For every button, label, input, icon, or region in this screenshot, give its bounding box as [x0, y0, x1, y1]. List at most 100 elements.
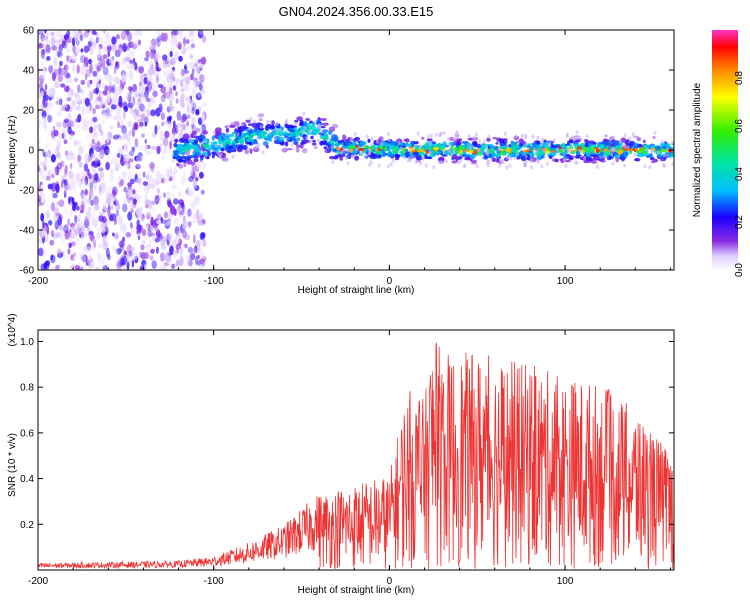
spectrogram-band-cell	[666, 152, 672, 155]
spectrogram-band-cell	[225, 146, 232, 153]
spectrogram-noise-cell	[52, 234, 55, 240]
spectrogram-band-cell	[491, 157, 496, 163]
spectrogram-noise-cell	[140, 244, 145, 251]
spectrogram-noise-cell	[108, 58, 112, 64]
spectrogram-noise-cell	[54, 165, 60, 176]
spectrogram-noise-cell	[302, 111, 306, 116]
spectrogram-noise-cell	[128, 64, 134, 70]
spectrogram-noise-cell	[185, 62, 189, 68]
spectrogram-noise-cell	[119, 179, 125, 186]
spectrogram-noise-cell	[79, 252, 84, 257]
spectrogram-noise-cell	[115, 113, 122, 122]
spectrogram-band-cell	[489, 149, 494, 155]
spectrogram-band-cell	[584, 140, 591, 144]
y-tick-label: -40	[20, 226, 35, 237]
spectrogram-noise-cell	[89, 46, 94, 56]
spectrogram-noise-cell	[94, 99, 98, 106]
spectrogram-noise-cell	[62, 119, 68, 129]
spectrogram-band-cell	[472, 140, 478, 146]
spectrogram-noise-cell	[90, 153, 95, 159]
spectrogram-band-cell	[564, 159, 571, 163]
spectrogram-noise-cell	[266, 119, 270, 124]
spectrogram-noise-cell	[101, 259, 106, 268]
spectrogram-noise-cell	[175, 243, 181, 250]
spectrogram-noise-cell	[126, 140, 133, 148]
spectrogram-noise-cell	[110, 104, 117, 110]
spectrogram-noise-cell	[171, 184, 177, 190]
spectrogram-noise-cell	[154, 237, 160, 243]
spectrogram-noise-cell	[167, 83, 173, 88]
spectrogram-noise-cell	[45, 175, 51, 181]
spectrogram-noise-cell	[48, 101, 54, 109]
spectrogram-noise-cell	[95, 104, 101, 110]
spectrogram-band-cell	[199, 134, 206, 140]
spectrogram-noise-cell	[276, 122, 279, 126]
spectrogram-noise-cell	[110, 86, 116, 93]
spectrogram-noise-cell	[80, 88, 84, 95]
spectrogram-band-cell	[225, 127, 230, 133]
spectrogram-noise-cell	[320, 129, 324, 134]
spectrogram-noise-cell	[125, 30, 130, 36]
spectrogram-noise-cell	[166, 106, 171, 113]
spectrogram-noise-cell	[96, 232, 100, 239]
spectrogram-noise-cell	[72, 225, 76, 232]
spectrogram-noise-cell	[38, 196, 42, 203]
spectrogram-noise-cell	[217, 151, 220, 156]
spectrogram-noise-cell	[137, 145, 143, 152]
spectrogram-noise-cell	[253, 145, 257, 150]
spectrogram-noise-cell	[52, 193, 58, 199]
spectrogram-noise-cell	[185, 97, 192, 102]
spectrogram-band-cell	[449, 136, 455, 142]
spectrogram-noise-cell	[106, 134, 110, 144]
spectrogram-noise-cell	[138, 206, 143, 216]
y-tick-label: 0.2	[20, 520, 34, 531]
spectrogram-noise-cell	[130, 222, 133, 229]
spectrogram-noise-cell	[168, 233, 173, 243]
spectrogram-noise-cell	[118, 216, 123, 226]
spectrogram-noise-cell	[136, 163, 141, 168]
spectrogram-noise-cell	[439, 132, 443, 136]
spectrogram-noise-cell	[64, 208, 69, 215]
spectrogram-noise-cell	[49, 239, 55, 246]
snr-series	[38, 342, 674, 570]
spectrogram-noise-cell	[47, 109, 50, 118]
spectrogram-noise-cell	[111, 205, 114, 210]
spectrogram-band-cell	[202, 130, 208, 135]
spectrogram-noise-cell	[149, 162, 155, 170]
spectrogram-band-cell	[550, 150, 556, 153]
spectrogram-band-cell	[590, 154, 597, 157]
spectrogram-noise-cell	[317, 123, 321, 128]
spectrogram-noise-cell	[101, 102, 107, 109]
spectrogram-noise-cell	[112, 134, 119, 140]
spectrogram-noise-cell	[81, 194, 87, 202]
spectrogram-noise-cell	[69, 196, 73, 202]
spectrogram-noise-cell	[132, 246, 136, 251]
spectrogram-noise-cell	[77, 218, 80, 223]
spectrogram-noise-cell	[146, 97, 151, 103]
spectrogram-noise-cell	[63, 179, 68, 187]
spectrogram-noise-cell	[158, 265, 165, 270]
spectrogram-band-cell	[173, 142, 178, 148]
spectrogram-noise-cell	[140, 216, 145, 222]
spectrogram-noise-cell	[40, 60, 44, 69]
spectrogram-noise-cell	[172, 170, 176, 181]
spectrogram-noise-cell	[572, 154, 576, 159]
spectrogram-noise-cell	[220, 142, 224, 147]
spectrogram-noise-cell	[120, 119, 124, 129]
spectrogram-noise-cell	[72, 44, 76, 54]
spectrogram-noise-cell	[174, 37, 178, 42]
spectrogram-noise-cell	[225, 132, 229, 137]
spectrogram-noise-cell	[151, 44, 157, 51]
spectrogram-noise-cell	[85, 210, 92, 216]
spectrogram-noise-cell	[126, 95, 131, 102]
spectrogram-noise-cell	[50, 182, 57, 192]
spectrogram-noise-cell	[69, 209, 73, 218]
spectrogram-noise-cell	[195, 66, 200, 72]
spectrogram-noise-cell	[347, 148, 350, 153]
spectrogram-noise-cell	[96, 64, 100, 73]
spectrogram-noise-cell	[39, 31, 45, 37]
spectrogram-noise-cell	[236, 132, 240, 137]
spectrogram-noise-cell	[202, 35, 207, 43]
spectrogram-noise-cell	[154, 171, 161, 178]
